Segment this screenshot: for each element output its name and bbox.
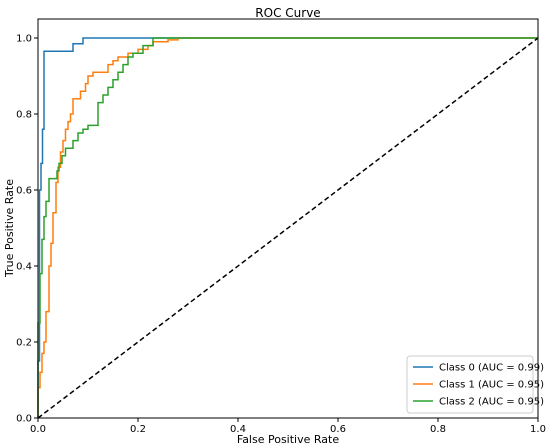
- y-tick-label: 0.8: [16, 110, 32, 121]
- legend-entry: Class 0 (AUC = 0.99): [439, 363, 544, 374]
- x-tick-label: 0.0: [30, 424, 46, 435]
- x-tick-label: 1.0: [530, 424, 546, 435]
- y-axis-ticks: 0.0 0.2 0.4 0.6 0.8 1.0: [16, 34, 38, 425]
- x-tick-label: 0.4: [230, 424, 246, 435]
- x-axis-label: False Positive Rate: [237, 433, 339, 446]
- legend-box: [406, 355, 534, 414]
- y-tick-label: 0.6: [16, 186, 32, 197]
- legend-entry: Class 2 (AUC = 0.95): [439, 397, 544, 408]
- x-axis-ticks: 0.0 0.2 0.4 0.6 0.8 1.0: [30, 418, 546, 435]
- y-tick-label: 0.2: [16, 338, 32, 349]
- legend-entry: Class 1 (AUC = 0.95): [439, 380, 544, 391]
- y-tick-label: 1.0: [16, 34, 32, 45]
- x-tick-label: 0.6: [330, 424, 346, 435]
- y-axis-label: True Positive Rate: [3, 179, 16, 278]
- legend: Class 0 (AUC = 0.99) Class 1 (AUC = 0.95)…: [406, 355, 544, 414]
- series-line-class-1: [37, 37, 538, 418]
- x-tick-label: 0.2: [130, 424, 146, 435]
- chart-title: ROC Curve: [255, 6, 320, 20]
- plot-area: [37, 37, 539, 419]
- x-tick-label: 0.8: [430, 424, 446, 435]
- chance-diagonal-line: [37, 37, 539, 419]
- y-tick-label: 0.4: [16, 262, 32, 273]
- plot-frame: [37, 18, 539, 419]
- y-tick-label: 0.0: [16, 414, 32, 425]
- series-line-class-2: [37, 37, 538, 418]
